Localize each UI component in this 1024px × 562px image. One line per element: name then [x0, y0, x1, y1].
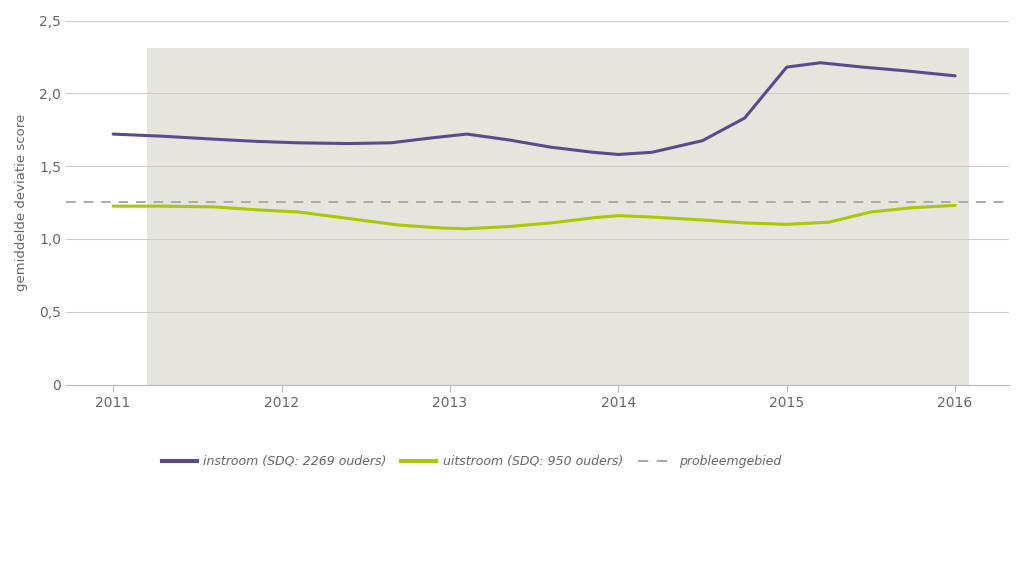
Y-axis label: gemiddelde deviatie score: gemiddelde deviatie score — [15, 114, 28, 291]
Legend: instroom (SDQ: 2269 ouders), uitstroom (SDQ: 950 ouders), probleemgebied: instroom (SDQ: 2269 ouders), uitstroom (… — [157, 450, 786, 473]
Bar — [146, 48, 969, 384]
